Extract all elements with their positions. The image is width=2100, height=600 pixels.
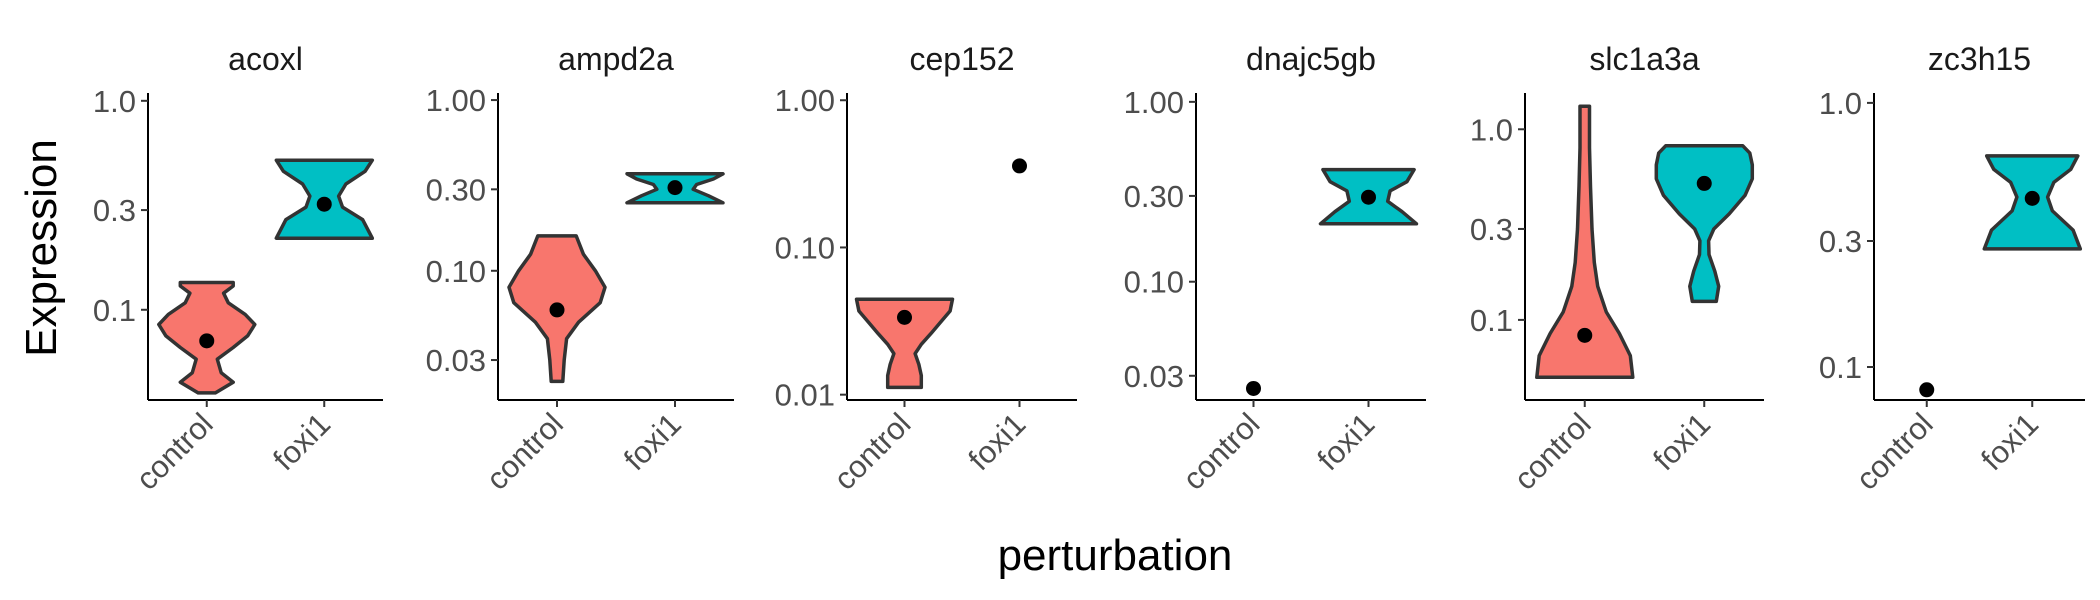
mean-point-control xyxy=(549,302,565,318)
facet-title: slc1a3a xyxy=(1589,41,1700,77)
x-tick-label: foxi1 xyxy=(1646,406,1717,477)
facet-title: ampd2a xyxy=(558,41,674,77)
facet-cep152: cep152 0.01 0.10 1.00 control foxi1 xyxy=(775,41,1077,497)
mean-point-foxi1 xyxy=(667,180,683,196)
x-tick-label: control xyxy=(1507,406,1598,497)
y-tick-label: 0.03 xyxy=(1124,359,1184,394)
y-axis-title: Expression xyxy=(17,139,66,357)
y-tick-label: 0.3 xyxy=(93,193,136,228)
mean-point-control xyxy=(1246,380,1261,396)
y-tick-label: 0.30 xyxy=(1124,179,1184,214)
facet-title: acoxl xyxy=(228,41,303,77)
mean-point-control xyxy=(897,309,912,325)
mean-point-control xyxy=(1919,382,1935,398)
y-tick-label: 0.03 xyxy=(426,343,486,378)
y-tick-label: 0.10 xyxy=(775,230,835,265)
x-tick-label: foxi1 xyxy=(1310,406,1381,477)
y-tick-label: 0.10 xyxy=(1124,265,1184,300)
y-tick-label: 1.00 xyxy=(1124,85,1184,120)
x-tick-label: control xyxy=(129,406,220,497)
mean-point-foxi1 xyxy=(1012,158,1027,174)
y-tick-label: 1.0 xyxy=(1819,86,1862,121)
y-tick-label: 0.01 xyxy=(775,378,835,413)
y-tick-label: 0.3 xyxy=(1470,212,1513,247)
x-tick-label: foxi1 xyxy=(1974,406,2045,477)
violin-foxi1 xyxy=(1654,143,1755,304)
x-tick-label: control xyxy=(1849,406,1940,497)
y-tick-label: 1.0 xyxy=(93,84,136,119)
y-tick-label: 1.00 xyxy=(775,83,835,118)
y-tick-label: 0.1 xyxy=(1470,303,1513,338)
mean-point-control xyxy=(199,333,215,349)
facet-acoxl: acoxl 0.1 0.3 1.0 control foxi1 xyxy=(93,41,383,497)
facet-slc1a3a: slc1a3a 0.1 0.3 1.0 control foxi1 xyxy=(1470,41,1764,497)
y-tick-label: 0.10 xyxy=(426,254,486,289)
x-axis-title: perturbation xyxy=(998,531,1233,580)
y-tick-label: 0.30 xyxy=(426,172,486,207)
facet-ampd2a: ampd2a 0.03 0.10 0.30 1.00 control foxi1 xyxy=(426,41,734,497)
y-tick-label: 0.1 xyxy=(93,293,136,328)
y-tick-label: 1.0 xyxy=(1470,112,1513,147)
y-tick-label: 0.1 xyxy=(1819,350,1862,385)
violin-control xyxy=(854,297,955,390)
x-tick-label: foxi1 xyxy=(961,406,1032,477)
facet-zc3h15: zc3h15 0.1 0.3 1.0 control foxi1 xyxy=(1819,41,2085,497)
mean-point-foxi1 xyxy=(2024,190,2040,206)
y-tick-label: 0.3 xyxy=(1819,224,1862,259)
x-tick-label: foxi1 xyxy=(617,406,688,477)
x-tick-label: foxi1 xyxy=(266,406,337,477)
mean-point-foxi1 xyxy=(1361,189,1376,205)
x-tick-label: control xyxy=(827,406,918,497)
facet-title: zc3h15 xyxy=(1928,41,2031,77)
facet-title: dnajc5gb xyxy=(1246,41,1376,77)
facet-dnajc5gb: dnajc5gb 0.03 0.10 0.30 1.00 control foxi1 xyxy=(1124,41,1426,497)
x-tick-label: control xyxy=(1176,406,1267,497)
mean-point-foxi1 xyxy=(316,196,332,212)
y-tick-label: 1.00 xyxy=(426,83,486,118)
violin-control xyxy=(1535,104,1635,380)
x-tick-label: control xyxy=(479,406,570,497)
facet-title: cep152 xyxy=(910,41,1015,77)
mean-point-foxi1 xyxy=(1696,175,1712,191)
mean-point-control xyxy=(1577,327,1593,343)
